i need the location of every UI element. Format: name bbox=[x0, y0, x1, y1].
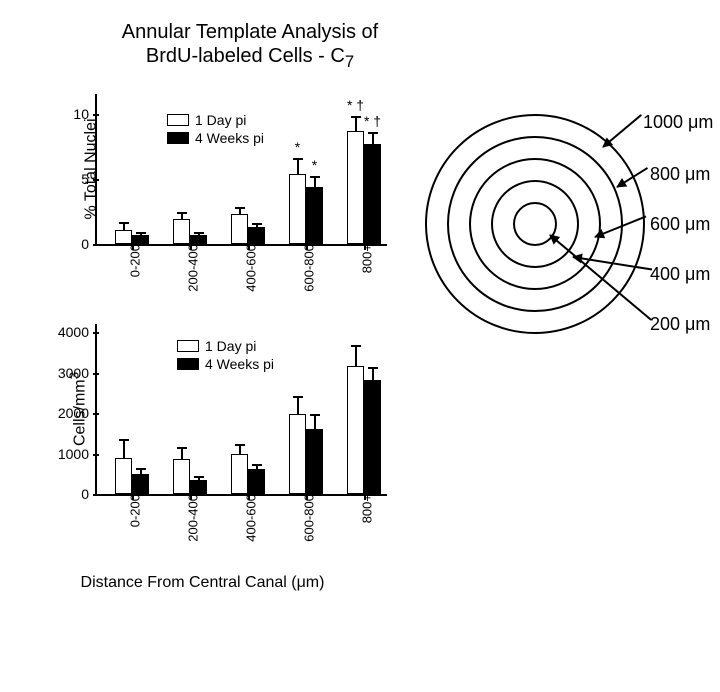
legend-label: 4 Weeks pi bbox=[205, 356, 274, 372]
annulus-diagram: 1000 μm800 μm600 μm400 μm200 μm bbox=[425, 114, 700, 414]
figure-body: 0510% Total Nuclei0-200200-400400-600600… bbox=[20, 84, 700, 592]
bar-series1 bbox=[231, 454, 248, 494]
bar-series2 bbox=[132, 235, 149, 244]
bar-series2 bbox=[306, 429, 323, 494]
legend-item: 4 Weeks pi bbox=[167, 130, 264, 146]
x-tick-label: 400-600 bbox=[238, 244, 259, 292]
legend-swatch bbox=[167, 132, 189, 144]
legend-item: 1 Day pi bbox=[167, 112, 264, 128]
legend: 1 Day pi 4 Weeks pi bbox=[177, 338, 274, 372]
y-tick: 4000 bbox=[58, 324, 97, 340]
bar-series1 bbox=[115, 458, 132, 494]
x-tick-label: 0-200 bbox=[122, 494, 143, 527]
significance-marker: * † bbox=[364, 113, 381, 129]
significance-marker: * bbox=[312, 157, 317, 173]
bar-series2 bbox=[248, 469, 265, 494]
bar-series1 bbox=[289, 414, 306, 494]
x-tick-label: 800+ bbox=[354, 244, 375, 273]
x-tick-label: 200-400 bbox=[180, 244, 201, 292]
figure-title: Annular Template Analysis of BrdU-labele… bbox=[90, 20, 410, 72]
x-tick-label: 600-800 bbox=[296, 244, 317, 292]
legend-label: 4 Weeks pi bbox=[195, 130, 264, 146]
chart-cells-mm3: 01000200030004000Cells/mm30-200200-40040… bbox=[20, 314, 395, 564]
legend-label: 1 Day pi bbox=[205, 338, 256, 354]
y-tick: 0 bbox=[81, 236, 97, 252]
legend-label: 1 Day pi bbox=[195, 112, 246, 128]
plot-area: 0510% Total Nuclei0-200200-400400-600600… bbox=[95, 94, 387, 246]
x-tick-label: 200-400 bbox=[180, 494, 201, 542]
significance-marker: * bbox=[295, 139, 300, 155]
plot-area: 01000200030004000Cells/mm30-200200-40040… bbox=[95, 324, 387, 496]
legend-swatch bbox=[177, 358, 199, 370]
x-tick-label: 800+ bbox=[354, 494, 375, 523]
legend-item: 1 Day pi bbox=[177, 338, 274, 354]
bar-series2 bbox=[364, 144, 381, 244]
x-tick-label: 0-200 bbox=[122, 244, 143, 277]
legend-swatch bbox=[167, 114, 189, 126]
x-tick-label: 600-800 bbox=[296, 494, 317, 542]
bar-series2 bbox=[248, 227, 265, 244]
bar-series2 bbox=[190, 480, 207, 494]
annulus-label: 800 μm bbox=[650, 164, 710, 185]
legend: 1 Day pi 4 Weeks pi bbox=[167, 112, 264, 146]
annulus-label: 1000 μm bbox=[643, 112, 713, 133]
bar-series1 bbox=[347, 366, 364, 494]
bar-series2 bbox=[364, 380, 381, 494]
y-tick: 0 bbox=[81, 486, 97, 502]
bar-series1 bbox=[289, 174, 306, 244]
bar-series1 bbox=[231, 214, 248, 244]
significance-marker: * † bbox=[347, 97, 364, 113]
bar-series1 bbox=[347, 131, 364, 244]
annulus-label: 200 μm bbox=[650, 314, 710, 335]
y-axis-label: % Total Nuclei bbox=[83, 118, 101, 219]
annulus-ring bbox=[425, 114, 645, 334]
legend-item: 4 Weeks pi bbox=[177, 356, 274, 372]
bar-series2 bbox=[132, 474, 149, 494]
y-tick: 1000 bbox=[58, 446, 97, 462]
bar-series2 bbox=[306, 187, 323, 244]
bar-series1 bbox=[173, 459, 190, 494]
annulus-label: 400 μm bbox=[650, 264, 710, 285]
annulus-label: 600 μm bbox=[650, 214, 710, 235]
legend-swatch bbox=[177, 340, 199, 352]
y-axis-label: Cells/mm3 bbox=[66, 372, 89, 446]
chart-percent-nuclei: 0510% Total Nuclei0-200200-400400-600600… bbox=[20, 84, 395, 314]
bar-series1 bbox=[115, 230, 132, 244]
bar-series2 bbox=[190, 235, 207, 244]
charts-column: 0510% Total Nuclei0-200200-400400-600600… bbox=[20, 84, 395, 592]
x-axis-label: Distance From Central Canal (μm) bbox=[20, 574, 385, 592]
x-tick-label: 400-600 bbox=[238, 494, 259, 542]
arrow-icon bbox=[602, 114, 642, 148]
bar-series1 bbox=[173, 219, 190, 244]
